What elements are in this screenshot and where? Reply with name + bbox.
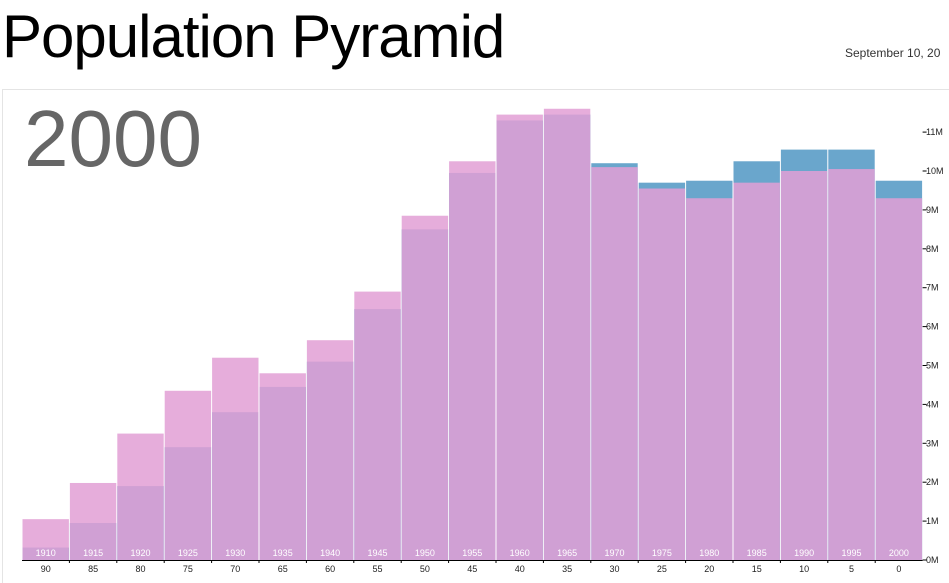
female-bar [496,114,543,560]
birth-year-label: 1960 [510,548,530,558]
birth-year-label: 1950 [415,548,435,558]
y-tick-label: 10M [926,166,944,176]
birth-year-label: 1940 [320,548,340,558]
birth-year-label: 1965 [557,548,577,558]
birth-year-label: 1985 [747,548,767,558]
y-tick-label: 0M [926,555,939,565]
birth-year-label: 1970 [604,548,624,558]
female-bar [449,161,496,560]
birth-year-label: 1935 [273,548,293,558]
birth-year-label: 1910 [36,548,56,558]
age-tick-label: 0 [896,564,901,574]
y-tick-label: 2M [926,477,939,487]
age-tick-label: 50 [420,564,430,574]
age-tick-label: 20 [704,564,714,574]
age-tick-label: 30 [609,564,619,574]
birth-year-label: 1920 [130,548,150,558]
female-bar [686,198,733,561]
female-bar [543,108,591,560]
female-bar [354,291,401,560]
female-bar [875,198,923,561]
female-bar [259,373,306,560]
age-tick-label: 70 [230,564,240,574]
birth-year-label: 2000 [889,548,909,558]
current-year-label: 2000 [24,94,202,183]
y-tick-label: 5M [926,361,939,371]
female-bar [638,188,686,560]
y-tick-label: 8M [926,244,939,254]
y-tick-label: 11M [926,127,943,137]
female-bar [69,482,117,560]
chart-frame [2,89,949,583]
age-tick-label: 5 [849,564,854,574]
age-tick-label: 60 [325,564,335,574]
female-bar [733,182,780,561]
age-tick-label: 15 [752,564,762,574]
y-axis: 0M 1M 2M 3M 4M 5M 6M 7M 8M 9M 10M 11M [922,127,944,565]
age-tick-label: 80 [135,564,145,574]
female-bars [22,108,923,561]
birth-year-label: 1930 [225,548,245,558]
birth-year-label: 1990 [794,548,814,558]
female-bar [401,215,449,561]
female-bar [164,390,212,560]
age-tick-label: 40 [515,564,525,574]
y-tick-label: 6M [926,322,939,332]
page-date: September 10, 20 [845,46,941,60]
age-tick-label: 85 [88,564,98,574]
birth-year-label: 1915 [83,548,103,558]
birth-year-label: 1975 [652,548,672,558]
age-tick-label: 10 [799,564,809,574]
birth-year-label: 1955 [462,548,482,558]
female-bar [117,433,164,560]
female-bar [780,171,828,560]
birth-year-label: 1925 [178,548,198,558]
age-tick-label: 55 [372,564,382,574]
birth-year-label: 1980 [699,548,719,558]
y-tick-label: 4M [926,399,939,409]
birth-year-label: 1945 [367,548,387,558]
age-tick-label: 65 [278,564,288,574]
age-tick-label: 90 [41,564,51,574]
y-tick-label: 3M [926,438,939,448]
age-tick-label: 75 [183,564,193,574]
age-tick-label: 45 [467,564,477,574]
female-bar [212,357,259,560]
y-tick-label: 7M [926,283,939,293]
female-bar [306,340,354,560]
female-bar [22,519,69,560]
x-axis: 90 85 80 75 70 65 60 55 50 45 40 35 30 25 20 15 10 5 0 [22,560,923,574]
female-bar [828,169,875,560]
age-tick-label: 35 [562,564,572,574]
y-tick-label: 1M [926,516,939,526]
birth-year-label: 1995 [841,548,861,558]
age-tick-label: 25 [657,564,667,574]
y-tick-label: 9M [926,205,939,215]
page-title: Population Pyramid [2,3,505,70]
female-bar [591,167,638,561]
birth-year-labels: 1910 1915 1920 1925 1930 1935 1940 1945 1950 1955… [36,548,909,558]
